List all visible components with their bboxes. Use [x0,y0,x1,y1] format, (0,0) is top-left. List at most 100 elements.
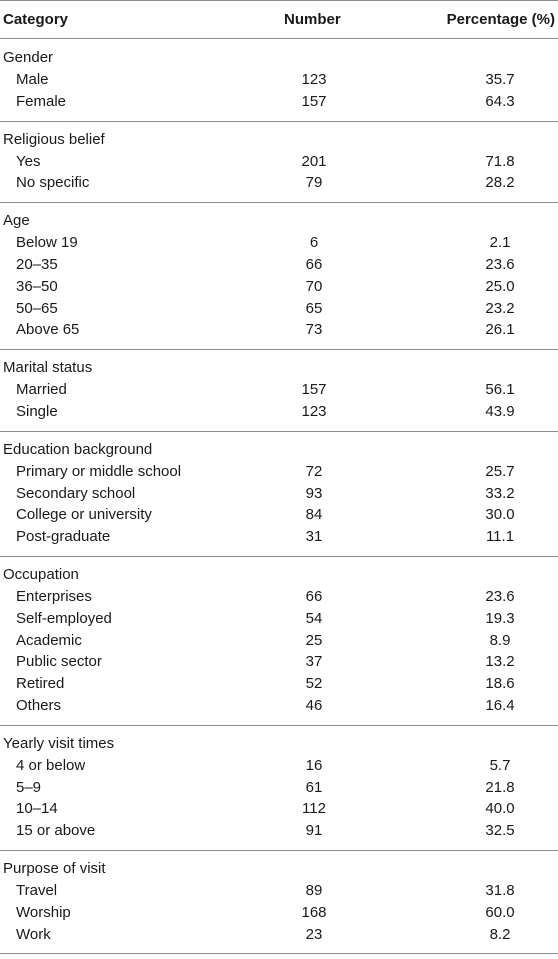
row-number: 66 [305,588,323,605]
row-percentage: 71.8 [485,152,515,170]
row-percentage: 60.0 [485,903,515,921]
row-label: Post-graduate [16,528,111,546]
group-divider [0,953,558,955]
table-row: Academic 25 8.9 [0,630,558,652]
table-row: Self-employed 54 19.3 [0,608,558,630]
row-number: 65 [305,299,323,317]
table-row: Worship 168 60.0 [0,902,558,924]
table-row: Single 123 43.9 [0,401,558,423]
table-row: Public sector 37 13.2 [0,651,558,673]
row-percentage: 21.8 [485,778,515,796]
row-percentage: 35.7 [485,71,515,88]
row-percentage: 32.5 [485,822,515,840]
table-row: 50–65 65 23.2 [0,298,558,320]
row-label: Enterprises [16,588,92,605]
row-label: Secondary school [16,484,136,502]
row-label: Public sector [16,653,102,671]
group-divider [0,724,558,726]
row-label: 10–14 [16,800,58,818]
group-title: Marital status [3,359,93,377]
group-divider [0,202,558,204]
row-number: 93 [305,484,323,502]
table-row: 5–9 61 21.8 [0,777,558,799]
table-row: 20–35 66 23.6 [0,254,558,276]
group-divider [0,349,558,351]
group-divider [0,430,558,432]
table-row: Primary or middle school 72 25.7 [0,461,558,483]
row-label: Others [16,697,62,714]
row-label: Yes [16,152,41,170]
row-number: 66 [305,256,323,273]
row-number: 79 [305,174,323,192]
row-number: 61 [305,778,323,796]
group-title: Gender [3,49,54,66]
table-row: Secondary school 93 33.2 [0,483,558,505]
row-number: 54 [305,609,323,627]
row-percentage: 64.3 [485,92,515,110]
row-number: 84 [305,506,323,524]
header-category: Category [3,11,69,28]
row-label: Above 65 [16,321,80,339]
row-number: 6 [309,234,319,252]
row-number: 123 [301,403,327,420]
row-label: Below 19 [16,234,78,252]
row-number: 70 [305,277,323,295]
group-title: Religious belief [3,130,105,148]
row-percentage: 23.2 [485,299,515,317]
table-row: Work 23 8.2 [0,924,558,946]
row-label: 20–35 [16,256,58,273]
group-title: Education background [3,440,153,458]
row-percentage: 8.2 [489,925,511,943]
row-number: 123 [301,71,327,88]
row-label: Retired [16,675,65,693]
row-label: No specific [16,174,90,192]
table-row: No specific 79 28.2 [0,172,558,194]
row-percentage: 43.9 [485,403,515,420]
table-row: 15 or above 91 32.5 [0,820,558,842]
row-number: 46 [305,697,323,714]
table-row: Yes 201 71.8 [0,151,558,173]
group-title: Purpose of visit [3,860,106,877]
row-percentage: 25.7 [485,462,515,480]
header-number: Number [284,11,341,28]
row-percentage: 13.2 [485,653,515,671]
table-header: Category Number Percentage (%) [0,0,558,39]
table-row: 10–14 112 40.0 [0,798,558,820]
row-number: 72 [305,462,323,480]
row-percentage: 25.0 [485,277,515,295]
table-row: College or university 84 30.0 [0,504,558,526]
row-label: Single [16,403,58,420]
table-row: Female 157 64.3 [0,91,558,113]
row-label: Male [16,71,49,88]
row-percentage: 31.8 [485,882,515,899]
row-percentage: 19.3 [485,609,515,627]
group-title: Yearly visit times [3,734,115,752]
row-percentage: 40.0 [485,800,515,818]
row-percentage: 18.6 [485,675,515,693]
row-label: Female [16,92,67,110]
row-percentage: 2.1 [489,234,511,252]
row-percentage: 33.2 [485,484,515,502]
row-number: 157 [301,92,327,110]
row-number: 201 [301,152,327,170]
group-title: Occupation [3,566,79,583]
row-label: Married [16,381,67,399]
table-row: Others 46 16.4 [0,695,558,717]
row-number: 89 [305,882,323,899]
row-label: 5–9 [16,778,42,796]
group-divider [0,850,558,851]
table-row: 36–50 70 25.0 [0,276,558,298]
row-percentage: 28.2 [485,174,515,192]
row-number: 91 [305,822,323,840]
table-row: Below 19 6 2.1 [0,232,558,254]
row-percentage: 8.9 [489,631,511,649]
row-percentage: 5.7 [489,756,511,774]
row-number: 52 [305,675,323,693]
row-number: 112 [302,800,326,818]
row-label: Self-employed [16,609,112,627]
row-number: 37 [305,653,323,671]
row-percentage: 23.6 [485,256,515,273]
row-percentage: 16.4 [485,697,515,714]
row-label: 50–65 [16,299,58,317]
